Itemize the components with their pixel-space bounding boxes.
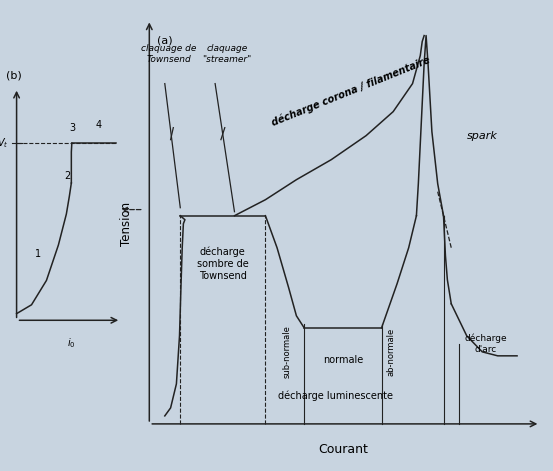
Text: $V_t$: $V_t$ <box>0 136 9 150</box>
Text: 2: 2 <box>64 171 71 181</box>
Text: décharge
sombre de
Townsend: décharge sombre de Townsend <box>197 247 249 281</box>
Text: 3: 3 <box>69 122 75 133</box>
Text: Tension: Tension <box>119 202 133 246</box>
Text: (b): (b) <box>6 70 21 80</box>
Text: claquage
"streamer": claquage "streamer" <box>202 44 252 64</box>
Text: claquage de
Townsend: claquage de Townsend <box>141 44 196 64</box>
Text: ab-normale: ab-normale <box>387 328 396 376</box>
Text: normale: normale <box>323 355 363 365</box>
Text: (a): (a) <box>157 36 173 46</box>
Text: décharge corona / filamentaire: décharge corona / filamentaire <box>270 55 431 128</box>
Text: décharge
d'arc: décharge d'arc <box>465 334 508 354</box>
Text: spark: spark <box>467 130 498 141</box>
Text: $i_0$: $i_0$ <box>67 336 76 349</box>
Text: 4: 4 <box>95 121 101 130</box>
Text: 1: 1 <box>35 249 41 259</box>
Text: décharge luminescente: décharge luminescente <box>278 390 393 401</box>
Text: Courant: Courant <box>318 443 368 456</box>
Text: sub-normale: sub-normale <box>282 325 291 378</box>
